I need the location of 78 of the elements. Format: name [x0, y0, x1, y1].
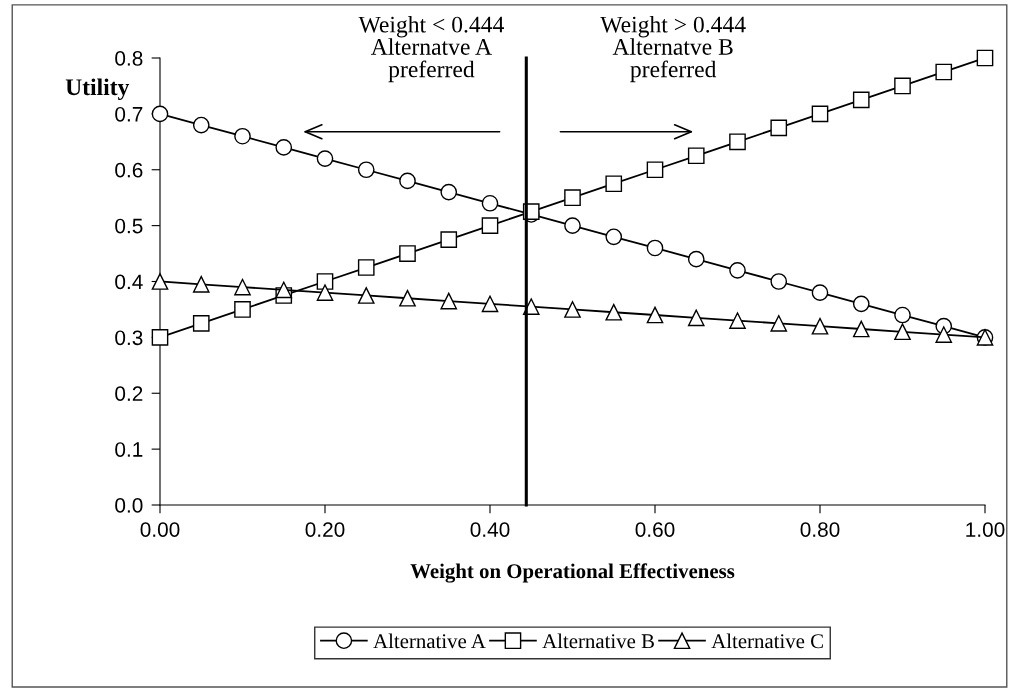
x-tick-label: 1.00: [966, 522, 1005, 537]
point: [357, 259, 375, 276]
point: [234, 127, 251, 145]
point: [605, 175, 623, 193]
point: [440, 292, 458, 310]
point: [811, 317, 829, 335]
point: [811, 105, 829, 123]
point: [687, 250, 705, 268]
point: [151, 105, 169, 123]
point: [192, 116, 210, 134]
point: [564, 301, 581, 318]
point: [234, 301, 251, 318]
y-axis-title: Utility: [65, 78, 130, 101]
point: [646, 239, 664, 257]
point: [729, 261, 746, 279]
point: [481, 295, 499, 313]
y-tick-label: 0.7: [115, 106, 143, 122]
point: [151, 329, 169, 346]
point: [852, 295, 870, 313]
point: [894, 323, 911, 341]
point: [894, 77, 911, 95]
legend-label: Alternative A: [373, 633, 486, 649]
x-tick-label: 0.80: [800, 522, 840, 537]
point: [770, 119, 788, 137]
point: [935, 326, 953, 343]
point: [976, 49, 994, 67]
annotation: Weight < 0.444 Alternatve A preferred: [358, 15, 504, 83]
point: [357, 287, 375, 304]
annotation: Weight > 0.444 Alternatve B preferred: [600, 15, 746, 83]
point: [687, 309, 705, 327]
point: [646, 161, 664, 179]
point: [357, 161, 375, 179]
y-tick-label: 0.6: [115, 162, 143, 178]
point: [729, 133, 746, 151]
point: [564, 217, 581, 234]
y-tick-label: 0.5: [115, 218, 143, 234]
point: [729, 312, 746, 329]
y-tick-label: 0.3: [115, 330, 143, 346]
y-tick-label: 0.1: [115, 442, 143, 457]
x-tick-label: 0.00: [140, 522, 180, 537]
point: [811, 284, 829, 302]
point: [275, 139, 293, 156]
point: [481, 194, 499, 212]
point: [687, 147, 705, 165]
legend-label: Alternative C: [711, 633, 823, 649]
x-tick-label: 0.60: [635, 522, 675, 537]
point: [646, 306, 664, 324]
x-axis-title: Weight on Operational Effectiveness: [410, 563, 735, 583]
point: [399, 289, 416, 307]
point: [852, 320, 870, 338]
y-tick-label: 0.0: [115, 498, 143, 513]
y-tick-label: 0.4: [115, 274, 143, 290]
point: [894, 306, 911, 324]
point: [605, 303, 623, 321]
point: [935, 63, 953, 81]
point: [316, 284, 334, 302]
y-tick-label: 0.8: [115, 51, 143, 66]
y-tick-label: 0.2: [115, 386, 143, 401]
point: [316, 150, 334, 167]
point: [275, 281, 293, 299]
point: [316, 273, 334, 290]
point: [399, 245, 416, 262]
x-tick-label: 0.20: [305, 522, 345, 537]
point: [151, 273, 169, 290]
legend-label: Alternative B: [542, 633, 654, 649]
point: [564, 189, 581, 207]
point: [770, 273, 788, 290]
point: [852, 91, 870, 109]
point: [605, 228, 623, 246]
point: [770, 315, 788, 332]
point: [192, 275, 210, 293]
x-tick-label: 0.40: [470, 522, 510, 537]
point: [234, 278, 251, 296]
point: [440, 183, 458, 201]
point: [481, 217, 499, 234]
point: [399, 172, 416, 190]
point: [440, 231, 458, 248]
point: [192, 315, 210, 332]
